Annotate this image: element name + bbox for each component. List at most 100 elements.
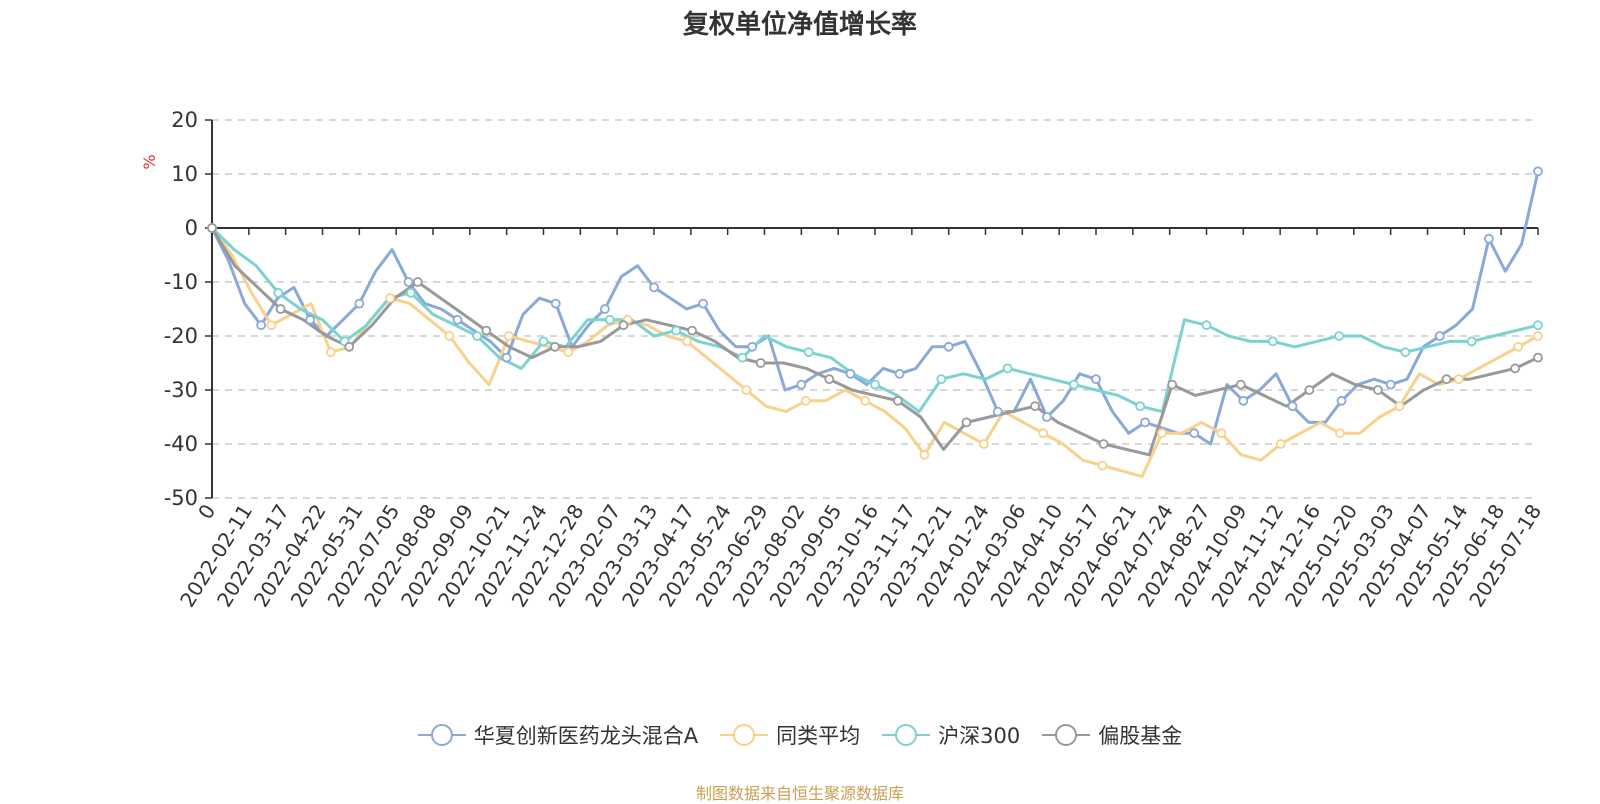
data-point-marker <box>1267 336 1278 347</box>
legend: 华夏创新医药龙头混合A 同类平均 沪深300 偏股基金 <box>0 720 1600 750</box>
data-point-marker <box>618 320 629 331</box>
data-point-marker <box>503 331 514 341</box>
data-point-marker <box>961 417 972 428</box>
data-point-marker <box>1038 428 1049 439</box>
data-point-marker <box>870 379 880 390</box>
data-point-marker <box>671 325 681 336</box>
data-point-marker <box>803 347 814 358</box>
data-point-marker <box>1373 385 1383 395</box>
data-point-marker <box>1167 379 1178 390</box>
data-point-marker <box>604 314 615 325</box>
data-point-marker <box>481 325 492 336</box>
legend-swatch-peer-average <box>720 724 769 746</box>
data-point-marker <box>919 449 930 460</box>
legend-swatch-equity-funds <box>1042 724 1091 746</box>
data-point-marker <box>405 287 416 298</box>
legend-item-peer-average[interactable]: 同类平均 <box>720 720 860 750</box>
data-point-marker <box>978 439 989 449</box>
data-point-marker <box>1091 374 1101 385</box>
data-point-marker <box>1533 331 1543 341</box>
y-tick-label: -40 <box>164 432 198 456</box>
legend-item-equity-funds[interactable]: 偏股基金 <box>1042 720 1182 750</box>
axes: 20100-10-20-30-40-5002022-02-112022-03-1… <box>164 108 1547 611</box>
legend-swatch-csi300 <box>882 724 931 746</box>
data-point-marker <box>1394 401 1405 412</box>
data-point-marker <box>1275 439 1286 449</box>
series-line-1[interactable] <box>210 227 1539 478</box>
data-point-marker <box>936 374 947 385</box>
data-point-marker <box>845 368 856 379</box>
y-axis-unit-label: % <box>140 154 159 169</box>
data-point-marker <box>1335 428 1345 439</box>
data-point-marker <box>892 395 903 406</box>
data-point-marker <box>755 358 766 368</box>
data-point-marker <box>796 379 807 390</box>
data-point-marker <box>649 282 659 293</box>
data-point-marker <box>1533 352 1543 363</box>
data-point-marker <box>403 277 414 287</box>
data-point-marker <box>682 336 692 347</box>
data-point-marker <box>747 341 758 352</box>
data-point-marker <box>1041 412 1052 422</box>
data-point-marker <box>1235 379 1246 390</box>
data-point-marker <box>1216 428 1227 439</box>
data-point-marker <box>385 293 396 304</box>
data-point-marker <box>325 347 336 358</box>
legend-item-fund[interactable]: 华夏创新医药龙头混合A <box>417 720 699 750</box>
data-point-marker <box>737 352 748 363</box>
grid-lines <box>212 119 1538 499</box>
data-point-marker <box>1201 320 1212 331</box>
data-point-marker <box>412 277 423 287</box>
data-point-marker <box>472 331 483 341</box>
y-tick-label: -30 <box>164 378 198 402</box>
data-point-marker <box>1400 347 1411 358</box>
legend-label-peer-average: 同类平均 <box>776 724 861 748</box>
data-point-marker <box>444 331 455 341</box>
data-point-marker <box>1533 320 1543 331</box>
data-point-marker <box>894 368 905 379</box>
data-point-marker <box>256 320 267 331</box>
y-tick-label: -20 <box>164 324 198 348</box>
data-point-marker <box>741 385 752 395</box>
series-lines <box>210 170 1540 478</box>
data-point-marker <box>354 298 365 309</box>
y-tick-label: 10 <box>171 162 198 186</box>
y-tick-label: -50 <box>164 486 198 510</box>
data-point-marker <box>800 395 811 406</box>
chart-title: 复权单位净值增长率 <box>682 10 917 40</box>
data-point-marker <box>1069 379 1079 390</box>
data-point-marker <box>1098 439 1109 449</box>
series-line-0[interactable] <box>210 170 1540 446</box>
data-point-marker <box>305 314 316 325</box>
data-point-marker <box>1434 331 1445 341</box>
data-point-marker <box>1533 166 1543 177</box>
data-point-marker <box>1140 417 1151 428</box>
data-point-marker <box>1002 363 1013 374</box>
data-point-marker <box>1453 374 1464 385</box>
y-tick-label: -10 <box>164 270 198 294</box>
x-tick-label: 0 <box>193 500 220 524</box>
data-point-marker <box>273 287 284 298</box>
legend-label-fund: 华夏创新医药龙头混合A <box>473 724 699 748</box>
data-point-marker <box>452 314 463 325</box>
data-point-marker <box>266 320 277 331</box>
data-point-marker <box>860 395 871 406</box>
data-point-marker <box>538 336 549 347</box>
data-point-marker <box>275 304 286 314</box>
y-tick-label: 20 <box>171 108 198 132</box>
data-point-marker <box>1441 374 1452 385</box>
legend-label-equity-funds: 偏股基金 <box>1098 724 1183 748</box>
data-point-marker <box>1336 395 1347 406</box>
data-point-marker <box>1238 395 1249 406</box>
legend-item-csi300[interactable]: 沪深300 <box>882 720 1020 750</box>
data-point-marker <box>1097 460 1108 471</box>
data-point-marker <box>824 374 835 385</box>
data-point-marker <box>1334 331 1344 341</box>
legend-swatch-fund <box>417 724 466 746</box>
data-point-marker <box>550 298 561 309</box>
data-point-marker <box>943 341 954 352</box>
series-line-3[interactable] <box>210 227 1539 457</box>
data-point-marker <box>1466 336 1477 347</box>
data-point-marker <box>698 298 709 309</box>
